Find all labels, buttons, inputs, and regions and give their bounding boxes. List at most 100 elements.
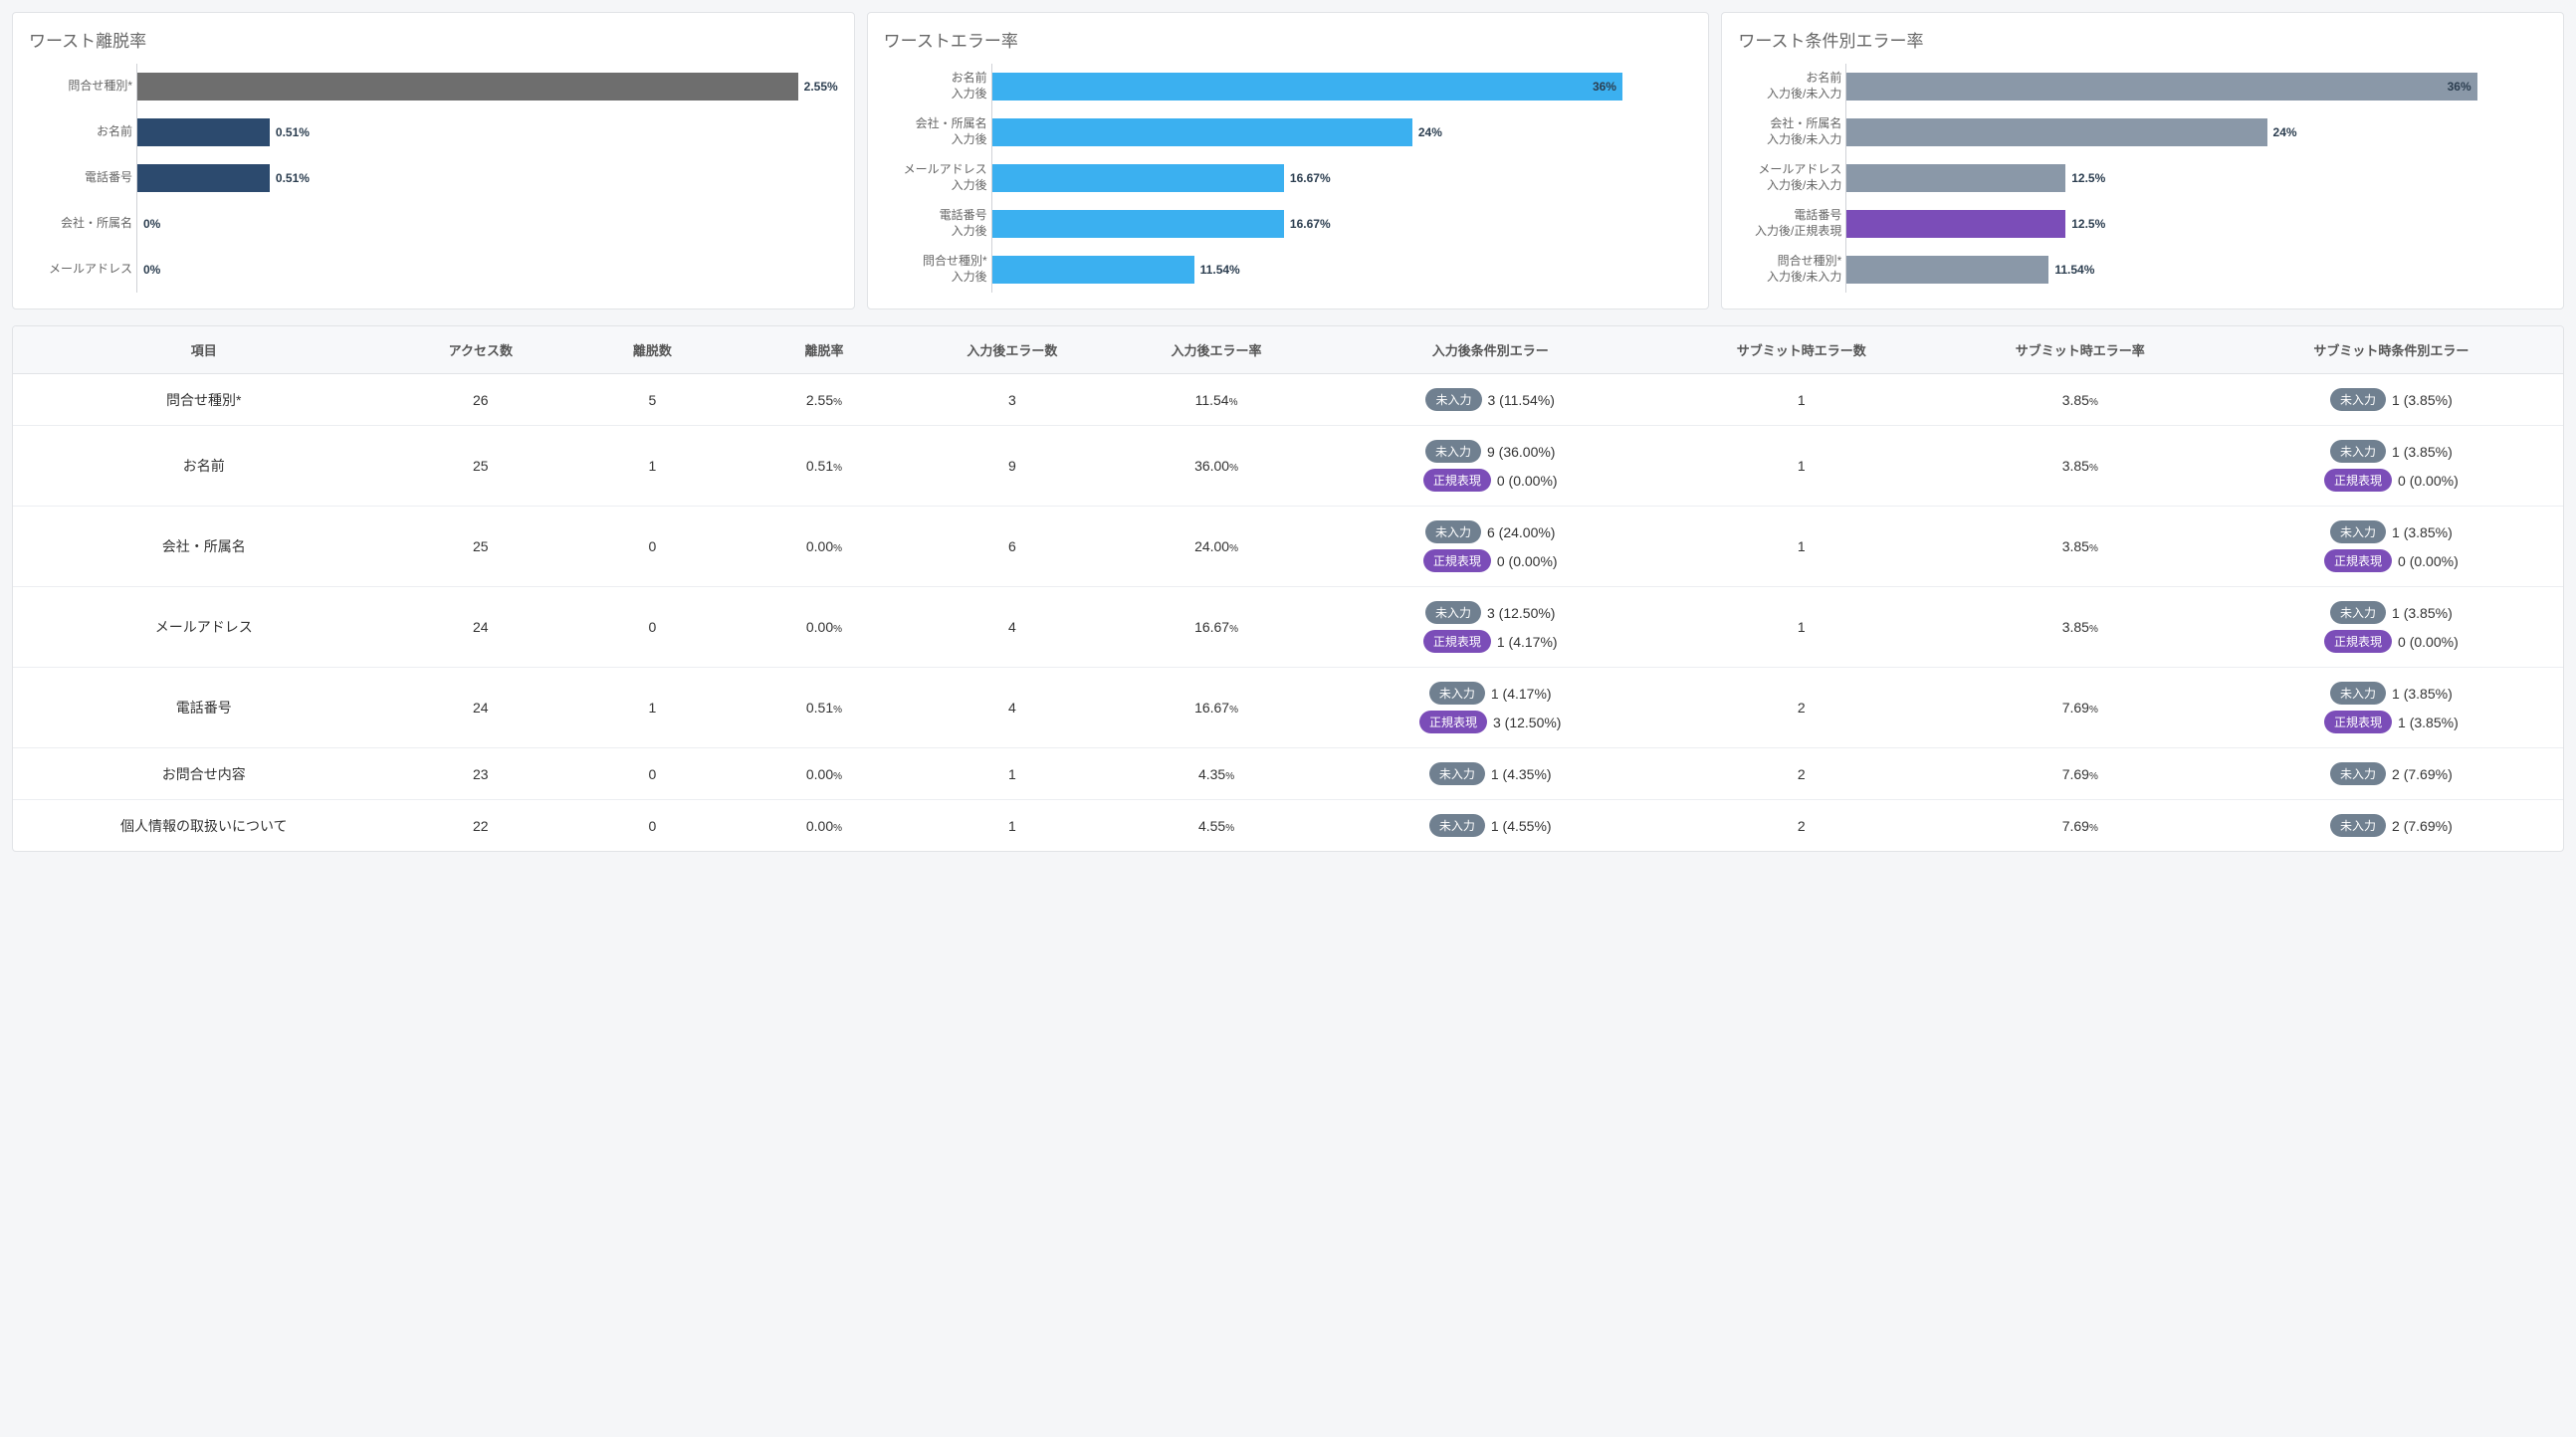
badge-uninput: 未入力: [1429, 762, 1485, 785]
rate-cell: 0.51%: [739, 668, 911, 748]
bar-chart: 問合せ種別*2.55%お名前0.51% 電話番号 0.51% 会社・所属名0%メールア…: [29, 64, 838, 293]
bar-value: 16.67%: [1290, 171, 1331, 185]
rate-cell: 7.69%: [1941, 800, 2220, 852]
rate-cell: 0.00%: [739, 800, 911, 852]
drop-cell: 5: [566, 374, 739, 426]
sub-err-cell: 2: [1662, 668, 1941, 748]
rate-cell: 16.67%: [1114, 668, 1318, 748]
rate-cell: 4.35%: [1114, 748, 1318, 800]
table-header-cell[interactable]: サブミット時条件別エラー: [2220, 326, 2563, 374]
badge-uninput: 未入力: [2330, 520, 2386, 543]
bar-row: メールアドレス0%: [29, 247, 838, 293]
badge-line: 未入力3 (12.50%): [1425, 601, 1556, 624]
badge-regex: 正規表現: [1423, 630, 1491, 653]
bar-track: 2.55%: [136, 64, 838, 109]
table-header-cell[interactable]: アクセス数: [395, 326, 567, 374]
badge-line: 正規表現0 (0.00%): [2324, 549, 2459, 572]
drop-cell: 0: [566, 748, 739, 800]
in-err-cell: 4: [910, 587, 1114, 668]
bar-value: 0.51%: [276, 171, 310, 185]
in-err-cell: 6: [910, 507, 1114, 587]
badge-line: 未入力1 (3.85%): [2330, 388, 2453, 411]
badge-value: 1 (3.85%): [2392, 524, 2453, 540]
bar-track: 11.54%: [1845, 247, 2547, 293]
bar-row: 会社・所属名 入力後24%: [884, 109, 1693, 155]
table-row: 問合せ種別*2652.55%311.54%未入力3 (11.54%)13.85%…: [13, 374, 2563, 426]
badge-regex: 正規表現: [2324, 549, 2392, 572]
bar-label: メールアドレス 入力後: [884, 162, 991, 193]
bar-label: 問合せ種別*: [29, 79, 136, 95]
bar-track: 0.51%: [136, 155, 838, 201]
badge-line: 正規表現0 (0.00%): [1423, 549, 1558, 572]
bar-label: 電話番号: [29, 170, 136, 186]
bar-row: 電話番号 0.51%: [29, 155, 838, 201]
bar-track: 36%: [1845, 64, 2547, 109]
rate-cell: 11.54%: [1114, 374, 1318, 426]
access-cell: 26: [395, 374, 567, 426]
rate-cell: 36.00%: [1114, 426, 1318, 507]
item-cell: 問合せ種別*: [13, 374, 395, 426]
badge-line: 未入力1 (3.85%): [2330, 440, 2453, 463]
access-cell: 22: [395, 800, 567, 852]
bar-label: お名前 入力後: [884, 71, 991, 102]
bar-value: 36%: [2448, 80, 2471, 94]
table-header-cell[interactable]: 入力後エラー数: [910, 326, 1114, 374]
badge-value: 2 (7.69%): [2392, 766, 2453, 782]
bar-row: お名前 入力後/未入力36%: [1738, 64, 2547, 109]
table-header-cell[interactable]: 項目: [13, 326, 395, 374]
badge-value: 1 (4.35%): [1491, 766, 1552, 782]
badge-uninput: 未入力: [2330, 440, 2386, 463]
bar-label: メールアドレス: [29, 262, 136, 278]
badge-value: 3 (12.50%): [1493, 715, 1561, 730]
badge-value: 0 (0.00%): [1497, 553, 1558, 569]
rate-cell: 7.69%: [1941, 668, 2220, 748]
table-header-cell[interactable]: サブミット時エラー率: [1941, 326, 2220, 374]
in-err-cell: 1: [910, 748, 1114, 800]
badge-uninput: 未入力: [2330, 682, 2386, 705]
bar-fill: [1846, 210, 2065, 238]
bar-row: 問合せ種別* 入力後/未入力11.54%: [1738, 247, 2547, 293]
table-row: メールアドレス2400.00%416.67%未入力3 (12.50%)正規表現1…: [13, 587, 2563, 668]
table-header-cell[interactable]: サブミット時エラー数: [1662, 326, 1941, 374]
badge-value: 0 (0.00%): [1497, 473, 1558, 489]
bar-track: 16.67%: [991, 201, 1693, 247]
condition-cell: 未入力9 (36.00%)正規表現0 (0.00%): [1319, 426, 1662, 507]
table-header-cell[interactable]: 離脱率: [739, 326, 911, 374]
table-header-cell[interactable]: 入力後条件別エラー: [1319, 326, 1662, 374]
badge-line: 正規表現0 (0.00%): [2324, 630, 2459, 653]
rate-cell: 7.69%: [1941, 748, 2220, 800]
in-err-cell: 1: [910, 800, 1114, 852]
bar-track: 36%: [991, 64, 1693, 109]
bar-row: お名前0.51%: [29, 109, 838, 155]
bar-row: お名前 入力後 36%: [884, 64, 1693, 109]
badge-line: 正規表現3 (12.50%): [1419, 711, 1562, 733]
bar-row: 電話番号 入力後16.67%: [884, 201, 1693, 247]
badge-uninput: 未入力: [2330, 814, 2386, 837]
badge-line: 未入力6 (24.00%): [1425, 520, 1556, 543]
bar-track: 12.5%: [1845, 201, 2547, 247]
table-header-cell[interactable]: 入力後エラー率: [1114, 326, 1318, 374]
drop-cell: 0: [566, 800, 739, 852]
rate-cell: 3.85%: [1941, 426, 2220, 507]
badge-line: 未入力1 (3.85%): [2330, 682, 2453, 705]
chart-card-2: ワースト条件別エラー率お名前 入力後/未入力36%会社・所属名 入力後/未入力2…: [1721, 12, 2564, 309]
badge-line: 未入力1 (3.85%): [2330, 601, 2453, 624]
badge-value: 1 (3.85%): [2392, 605, 2453, 621]
bar-value: 36%: [1593, 80, 1616, 94]
condition-cell: 未入力1 (3.85%): [2220, 374, 2563, 426]
rate-cell: 0.00%: [739, 748, 911, 800]
bar-label: 会社・所属名: [29, 216, 136, 232]
bar-fill: [992, 118, 1412, 146]
bar-track: 16.67%: [991, 155, 1693, 201]
condition-cell: 未入力 1 (3.85%) 正規表現0 (0.00%): [2220, 507, 2563, 587]
badge-uninput: 未入力: [1425, 440, 1481, 463]
chart-card-1: ワーストエラー率お名前 入力後36%会社・所属名 入力後24%メールアドレス 入…: [867, 12, 1710, 309]
bar-track: 0%: [136, 201, 838, 247]
condition-cell: 未入力1 (3.85%) 正規表現0 (0.00%): [2220, 587, 2563, 668]
bar-chart: お名前 入力後36%会社・所属名 入力後24%メールアドレス 入力後16.67%…: [884, 64, 1693, 293]
bar-fill: [137, 73, 798, 101]
table-body: 問合せ種別*2652.55%311.54%未入力3 (11.54%)13.85%…: [13, 374, 2563, 852]
table-header-cell[interactable]: 離脱数: [566, 326, 739, 374]
access-cell: 24: [395, 668, 567, 748]
bar-fill: [137, 164, 270, 192]
